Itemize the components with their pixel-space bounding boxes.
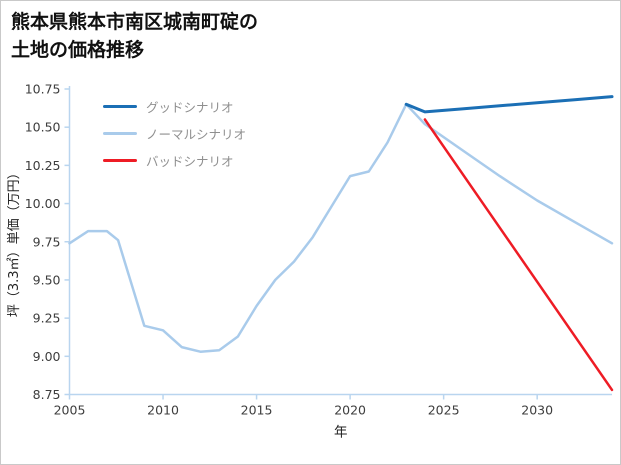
y-tick-label: 10.75 (25, 82, 61, 97)
legend-item-normal-scenario: ノーマルシナリオ (103, 120, 246, 147)
series-line-2 (423, 118, 614, 392)
y-tick-label: 10.25 (25, 158, 61, 173)
y-tick-label: 10.00 (25, 196, 61, 211)
x-tick-label: 2005 (54, 403, 86, 418)
x-tick-label: 2025 (428, 403, 460, 418)
normal-scenario-line-swatch (103, 132, 137, 135)
x-tick-label: 2030 (521, 403, 553, 418)
good-scenario-line-swatch (103, 105, 137, 108)
y-tick-label: 9.00 (33, 349, 61, 364)
y-tick-label: 8.75 (33, 387, 61, 402)
legend-item-bad-scenario: バッドシナリオ (103, 147, 246, 174)
x-tick-label: 2015 (241, 403, 273, 418)
page-title-line2: 土地の価格推移 (11, 38, 145, 61)
x-tick-label: 2020 (334, 403, 366, 418)
y-tick-label: 9.25 (33, 311, 61, 326)
series-line-0 (404, 95, 614, 114)
page-title-line1: 熊本県熊本市南区城南町碇の (11, 11, 259, 33)
good-scenario-label: グッドシナリオ (146, 100, 234, 115)
y-tick-label: 10.50 (25, 120, 61, 135)
x-tick-label: 2010 (147, 403, 179, 418)
bad-scenario-label: バッドシナリオ (146, 154, 234, 169)
y-axis-title: 坪（3.3㎡）単価（万円） (6, 166, 22, 317)
chart-legend: グッドシナリオ ノーマルシナリオ バッドシナリオ (103, 93, 246, 174)
page-title: 熊本県熊本市南区城南町碇の 土地の価格推移 (11, 9, 258, 64)
x-axis-title: 年 (334, 425, 348, 441)
y-tick-label: 9.50 (33, 272, 61, 287)
y-tick-label: 9.75 (33, 234, 61, 249)
bad-scenario-line-swatch (103, 159, 137, 162)
legend-item-good-scenario: グッドシナリオ (103, 93, 246, 120)
normal-scenario-label: ノーマルシナリオ (146, 127, 247, 142)
series-line-1 (68, 103, 614, 353)
